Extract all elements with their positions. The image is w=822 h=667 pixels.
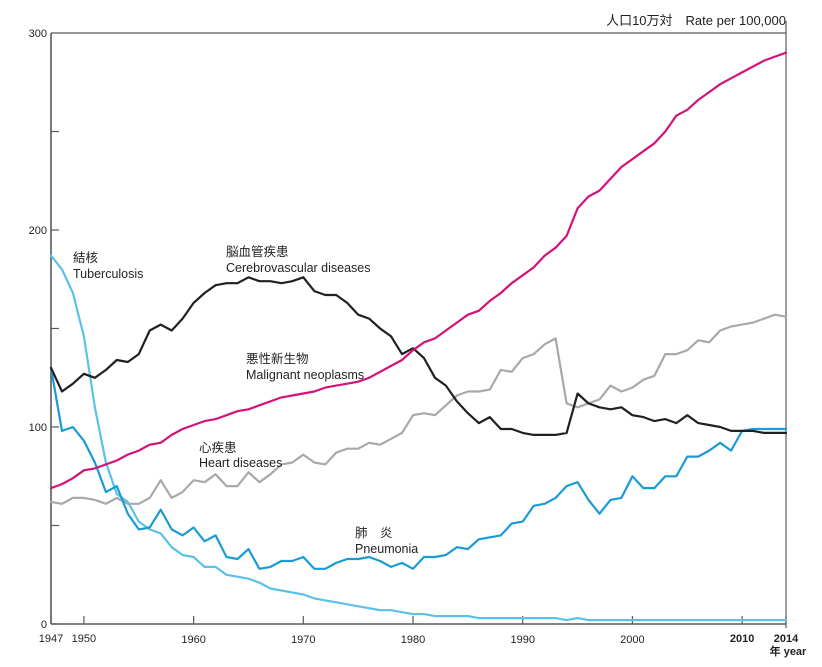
annotation-tuberculosis-en: Tuberculosis bbox=[73, 267, 143, 281]
annotations: 結核 Tuberculosis 脳血管疾患 Cerebrovascular di… bbox=[73, 244, 418, 556]
axes: 0 100 200 300 1947 1950 1960 1970 1980 1990 2000 20… bbox=[29, 21, 807, 658]
y-tick-label: 100 bbox=[29, 422, 47, 434]
x-tick-label: 1947 bbox=[39, 633, 63, 645]
y-tick-label: 0 bbox=[41, 619, 47, 631]
annotation-neoplasms-en: Malignant neoplasms bbox=[246, 368, 364, 382]
series-line-heart-diseases bbox=[49, 313, 788, 505]
unit-label: 人口10万対 Rate per 100,000 bbox=[606, 13, 786, 28]
y-tick-label: 300 bbox=[29, 28, 47, 40]
y-tick-label: 200 bbox=[29, 225, 47, 237]
annotation-cerebrovascular-ja: 脳血管疾患 bbox=[226, 244, 289, 259]
x-tick-label: 2010 bbox=[730, 633, 754, 645]
x-tick-label: 1950 bbox=[72, 633, 96, 645]
annotation-pneumonia-ja: 肺 炎 bbox=[355, 526, 393, 540]
x-tick-label: 1980 bbox=[401, 634, 425, 646]
x-tick-label: 2000 bbox=[620, 634, 644, 646]
annotation-tuberculosis-ja: 結核 bbox=[73, 251, 99, 265]
annotation-heart-ja: 心疾患 bbox=[199, 440, 237, 455]
series-line-cerebrovascular-diseases bbox=[49, 276, 788, 436]
x-tick-label: 1960 bbox=[181, 634, 205, 646]
x-axis-label: 年 year bbox=[770, 644, 807, 658]
x-tick-label: 1990 bbox=[510, 634, 534, 646]
annotation-pneumonia-en: Pneumonia bbox=[355, 542, 418, 556]
annotation-cerebrovascular-en: Cerebrovascular diseases bbox=[226, 261, 371, 275]
annotation-heart-en: Heart diseases bbox=[199, 456, 282, 470]
series-line-tuberculosis bbox=[49, 254, 788, 622]
x-tick-label: 1970 bbox=[291, 634, 315, 646]
series-lines bbox=[49, 51, 788, 622]
series-line-malignant-neoplasms bbox=[49, 51, 788, 490]
x-tick-label: 2014 bbox=[774, 633, 799, 645]
annotation-neoplasms-ja: 悪性新生物 bbox=[246, 351, 309, 366]
series-line-pneumonia bbox=[49, 366, 788, 570]
